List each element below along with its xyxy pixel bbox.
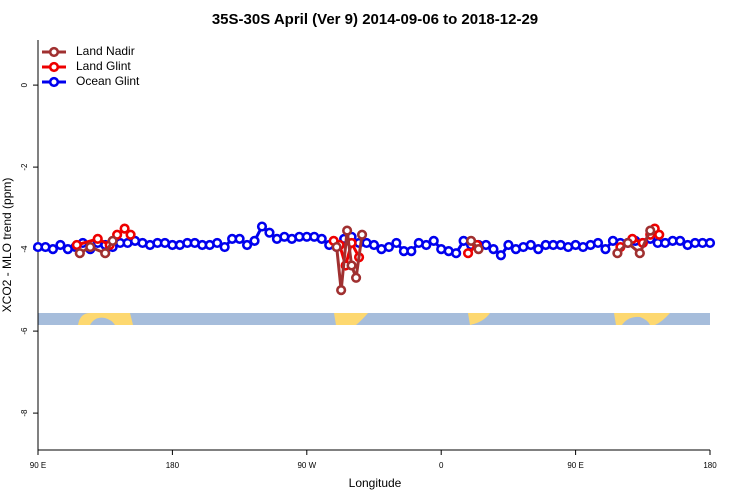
y-tick-label: -6 (20, 327, 29, 335)
data-point (383, 241, 395, 253)
data-point (119, 223, 130, 234)
data-point (219, 241, 230, 253)
data-point (234, 233, 245, 244)
data-point (495, 250, 507, 261)
x-axis-label: Longitude (349, 476, 402, 490)
legend-marker (48, 61, 60, 73)
series-line (79, 230, 652, 291)
data-point (488, 244, 499, 255)
land-area (334, 313, 368, 325)
data-point (107, 235, 118, 246)
data-point (525, 239, 536, 251)
data-point (92, 233, 103, 244)
data-point (356, 229, 368, 240)
data-point (480, 239, 492, 251)
data-point (249, 235, 260, 246)
data-point (645, 225, 656, 236)
x-tick-label: 90 W (297, 461, 316, 470)
data-point (675, 235, 686, 246)
x-tick-label: 90 E (567, 461, 583, 470)
legend-label: Ocean Glint (76, 74, 140, 88)
data-point (503, 239, 514, 251)
data-point (634, 248, 645, 259)
data-point (125, 229, 136, 240)
data-point (71, 239, 82, 251)
legend-marker (48, 46, 60, 58)
data-point (654, 229, 665, 240)
data-point (704, 237, 716, 249)
x-tick-label: 180 (703, 461, 717, 470)
legend-label: Land Glint (76, 59, 131, 73)
data-point (346, 260, 357, 271)
land-area (468, 313, 490, 325)
data-point (350, 272, 362, 283)
land-mask (38, 313, 710, 325)
data-point (264, 227, 275, 238)
data-point (316, 233, 327, 244)
data-point (331, 241, 342, 253)
ocean-band (38, 313, 710, 325)
series (74, 225, 656, 296)
data-point (391, 237, 402, 249)
data-point (462, 248, 474, 259)
y-axis-label: XCO2 - MLO trend (ppm) (0, 178, 14, 313)
x-tick-label: 0 (439, 461, 444, 470)
legend-marker (48, 76, 60, 88)
land-gap (90, 317, 115, 325)
data-point (85, 241, 96, 253)
chart-title: 35S-30S April (Ver 9) 2014-09-06 to 2018… (212, 11, 538, 28)
legend-label: Land Nadir (76, 44, 135, 58)
x-tick-label: 90 E (30, 461, 46, 470)
data-point (612, 248, 623, 259)
data-point (533, 244, 544, 255)
data-point (55, 239, 66, 251)
data-point (100, 248, 111, 259)
y-tick-label: -8 (20, 409, 29, 417)
land-gap (622, 316, 650, 325)
data-point (465, 235, 477, 246)
y-tick-label: 0 (20, 82, 29, 87)
data-point (421, 239, 432, 251)
data-point (256, 221, 268, 232)
data-point (368, 239, 380, 251)
data-point (241, 239, 253, 251)
data-point (342, 225, 353, 236)
data-point (592, 237, 604, 249)
data-point (47, 244, 59, 255)
series (32, 221, 716, 261)
data-point (406, 246, 417, 257)
data-point (336, 285, 347, 296)
data-point (451, 248, 462, 259)
data-point (622, 237, 633, 249)
data-point (473, 244, 484, 255)
y-tick-label: -4 (20, 245, 29, 253)
data-point (74, 248, 85, 259)
data-point (212, 237, 223, 249)
y-tick-label: -2 (20, 163, 29, 171)
data-point (600, 244, 611, 255)
x-tick-label: 180 (166, 461, 180, 470)
data-point (428, 235, 439, 246)
